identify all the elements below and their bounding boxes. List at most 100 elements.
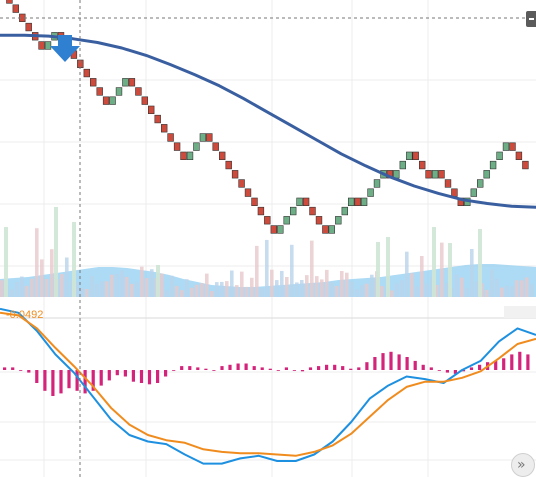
renko-brick-down: [412, 151, 419, 160]
volume-bar: [510, 286, 514, 297]
volume-bar: [505, 285, 509, 297]
volume-bar: [490, 269, 494, 297]
volume-bar: [156, 265, 160, 297]
volume-bar: [25, 285, 29, 297]
volume-bar: [210, 291, 214, 297]
volume-bar: [340, 271, 344, 297]
volume-bar: [80, 288, 84, 297]
macd-histogram-bar: [244, 363, 248, 370]
volume-bar: [60, 274, 64, 297]
macd-histogram-bar: [107, 370, 111, 381]
volume-bar: [500, 287, 504, 297]
volume-bar: [390, 290, 394, 297]
volume-bar: [300, 280, 304, 297]
volume-bar: [0, 280, 4, 297]
renko-brick-down: [509, 142, 516, 151]
renko-brick-down: [148, 105, 155, 114]
renko-brick-down: [315, 216, 323, 225]
macd-histogram-bar: [91, 370, 95, 391]
renko-bricks: [6, 0, 529, 234]
volume-bar: [485, 289, 489, 297]
volume-bar: [180, 290, 184, 297]
volume-bar: [455, 274, 459, 297]
volume-bar: [335, 285, 339, 297]
volume-bar: [72, 222, 76, 297]
macd-histogram-bar: [373, 357, 377, 370]
volume-bar: [432, 227, 436, 297]
renko-brick-down: [251, 197, 258, 206]
macd-histogram-bar: [131, 370, 135, 382]
renko-brick-up: [193, 142, 200, 151]
macd-histogram-bar: [429, 367, 433, 370]
renko-brick-up: [289, 206, 297, 216]
minus-icon: [529, 18, 534, 20]
renko-brick-down: [83, 68, 91, 78]
volume-bar: [215, 282, 219, 297]
renko-brick-down: [451, 188, 458, 197]
renko-brick-down: [12, 4, 19, 13]
volume-bar: [170, 275, 174, 297]
renko-brick-down: [354, 197, 361, 206]
renko-brick-up: [470, 188, 477, 197]
volume-bar: [470, 249, 474, 297]
volume-bar: [460, 277, 464, 297]
volume-bar: [465, 287, 469, 297]
macd-histogram-bar: [252, 366, 256, 370]
volume-bar: [275, 280, 279, 297]
volume-bar: [135, 282, 139, 297]
macd-histogram-bar: [188, 366, 192, 370]
macd-histogram-bar: [164, 370, 168, 377]
macd-histogram-bar: [397, 354, 401, 370]
renko-brick-down: [212, 142, 219, 151]
down-arrow-icon: [50, 35, 80, 62]
volume-bar: [495, 279, 499, 297]
volume-bar: [448, 243, 452, 297]
moving-average: [0, 33, 536, 209]
renko-brick-up: [496, 151, 503, 160]
chart-menu-button[interactable]: [526, 11, 536, 27]
volume-bar: [130, 283, 134, 297]
volume-bar: [225, 281, 229, 297]
renko-brick-up: [399, 160, 406, 170]
macd-histogram-bar: [220, 366, 224, 370]
renko-brick-up: [347, 197, 355, 206]
volume-bar: [255, 245, 259, 297]
renko-brick-down: [231, 170, 239, 179]
renko-brick-down: [161, 124, 168, 133]
scroll-to-latest-button[interactable]: »: [511, 453, 535, 477]
volume-bar: [386, 237, 390, 297]
volume-bar: [75, 282, 79, 297]
renko-brick-down: [90, 78, 97, 87]
volume-bar: [420, 256, 424, 297]
renko-brick-down: [154, 114, 161, 124]
renko-brick-down: [309, 206, 316, 216]
macd-histogram-bar: [51, 370, 55, 396]
renko-brick-up: [406, 151, 413, 160]
macd-histogram-bar: [67, 370, 71, 389]
macd-histogram-bar: [139, 370, 144, 383]
macd-histogram-bar: [43, 370, 47, 391]
macd-signal-line: [0, 311, 536, 457]
macd-histogram-bar: [502, 358, 506, 370]
macd-histogram-bar: [494, 360, 498, 370]
renko-brick-up: [373, 179, 381, 188]
volume-bar: [20, 276, 24, 297]
volume-bar: [345, 272, 349, 297]
macd-histogram-bar: [333, 364, 337, 370]
macd-histogram-bar: [27, 370, 31, 373]
volume-bar: [445, 283, 449, 297]
renko-brick-up: [431, 170, 439, 179]
volume-bar: [4, 227, 8, 297]
volume-bar: [370, 274, 374, 297]
volume-bar: [150, 269, 154, 297]
macd-histogram-bar: [453, 370, 457, 374]
macd-histogram-bar: [19, 370, 23, 371]
macd-panel: [0, 307, 536, 465]
macd-histogram-bar: [437, 370, 441, 371]
renko-brick-down: [264, 216, 271, 225]
double-chevron-right-icon: »: [517, 457, 526, 473]
renko-brick-down: [96, 87, 103, 96]
